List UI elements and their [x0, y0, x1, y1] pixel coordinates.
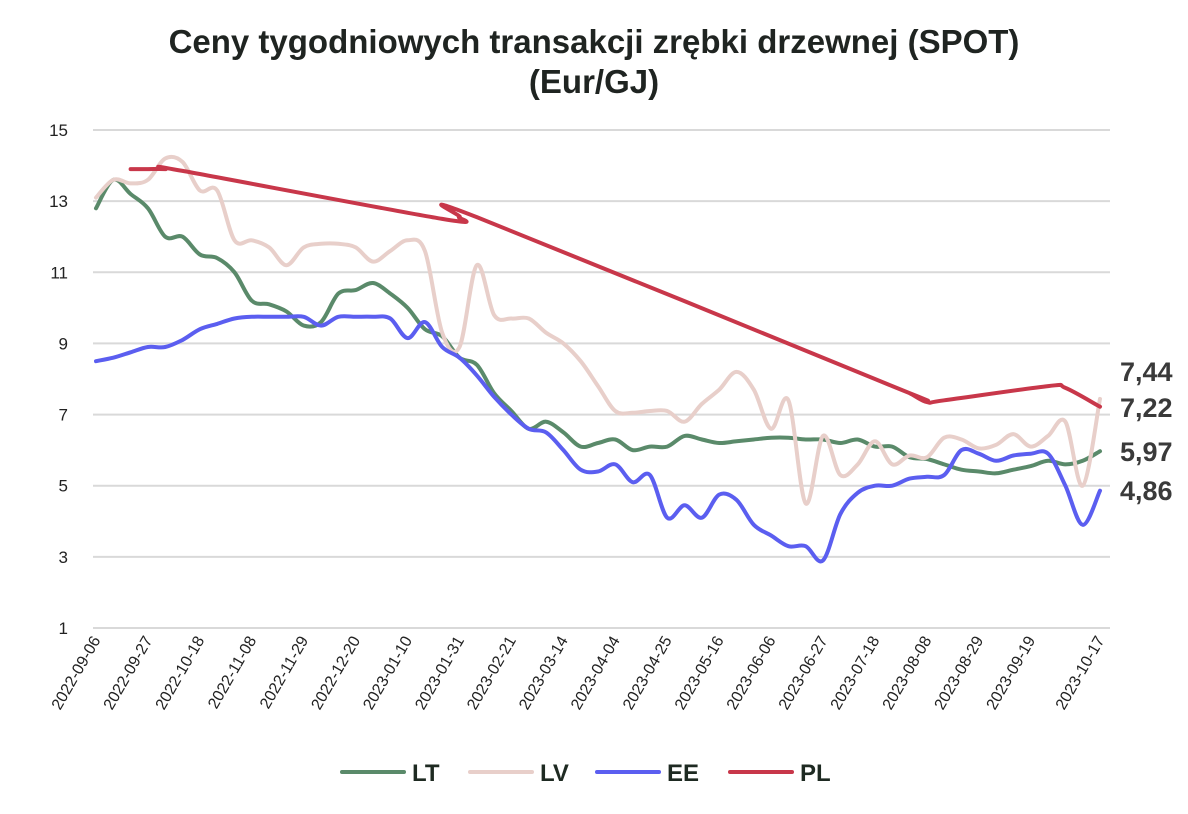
- x-tick-label: 2023-03-14: [516, 633, 572, 712]
- x-tick-label: 2023-02-21: [464, 633, 520, 712]
- legend: LT LV EE PL: [340, 760, 831, 787]
- series-line-lt: [94, 177, 1102, 476]
- series-line-lv: [94, 154, 1102, 506]
- legend-label: LT: [412, 760, 440, 787]
- legend-label: LV: [540, 760, 569, 787]
- y-tick-label: 13: [49, 192, 68, 211]
- y-tick-label: 3: [59, 548, 68, 567]
- x-tick-label: 2022-09-06: [49, 633, 105, 712]
- legend-label: EE: [667, 760, 699, 787]
- x-tick-label: 2022-12-20: [308, 633, 364, 712]
- x-tick-label: 2023-01-10: [360, 633, 416, 712]
- legend-label: PL: [800, 760, 831, 787]
- legend-item-ee: EE: [595, 760, 699, 787]
- y-tick-label: 15: [49, 121, 68, 140]
- chart-title-line2: (Eur/GJ): [528, 63, 660, 100]
- x-tick-label: 2023-08-08: [880, 633, 936, 712]
- chart-title: Ceny tygodniowych transakcji zrębki drze…: [0, 22, 1188, 102]
- x-tick-label: 2022-11-08: [205, 633, 260, 711]
- x-tick-label: 2023-07-18: [828, 633, 884, 712]
- legend-item-pl: PL: [728, 760, 831, 787]
- x-tick-label: 2023-08-29: [932, 633, 988, 712]
- x-tick-label: 2023-09-19: [984, 633, 1040, 712]
- y-tick-label: 5: [59, 477, 68, 496]
- x-tick-label: 2023-04-25: [620, 633, 676, 712]
- series-line-ee: [94, 314, 1102, 564]
- x-tick-label: 2023-05-16: [672, 633, 728, 712]
- x-tick-label: 2023-06-27: [776, 633, 832, 712]
- grid: [93, 129, 1110, 629]
- y-tick-label: 1: [59, 619, 68, 638]
- y-tick-label: 7: [59, 406, 68, 425]
- end-labels: 7,44 7,22 5,97 4,86: [1120, 357, 1173, 506]
- x-tick-label: 2022-11-29: [257, 633, 312, 711]
- end-value-label: 5,97: [1120, 437, 1173, 467]
- series-lines: [94, 154, 1102, 564]
- x-tick-label: 2023-06-06: [724, 633, 780, 712]
- x-axis: 2022-09-062022-09-272022-10-182022-11-08…: [49, 633, 1109, 712]
- end-value-label: 4,86: [1120, 476, 1173, 506]
- x-tick-label: 2022-09-27: [101, 633, 157, 712]
- x-tick-label: 2023-01-31: [412, 633, 468, 712]
- x-tick-label: 2023-10-17: [1053, 633, 1109, 712]
- end-value-label: 7,44: [1120, 357, 1173, 387]
- legend-item-lv: LV: [468, 760, 569, 787]
- y-tick-label: 11: [50, 263, 68, 282]
- chart-title-line1: Ceny tygodniowych transakcji zrębki drze…: [168, 23, 1020, 60]
- legend-item-lt: LT: [340, 760, 440, 787]
- end-value-label: 7,22: [1120, 393, 1173, 423]
- x-tick-label: 2023-04-04: [568, 633, 624, 712]
- x-tick-label: 2022-10-18: [153, 633, 209, 712]
- series-line-pl: [128, 164, 1102, 409]
- y-tick-label: 9: [59, 334, 68, 353]
